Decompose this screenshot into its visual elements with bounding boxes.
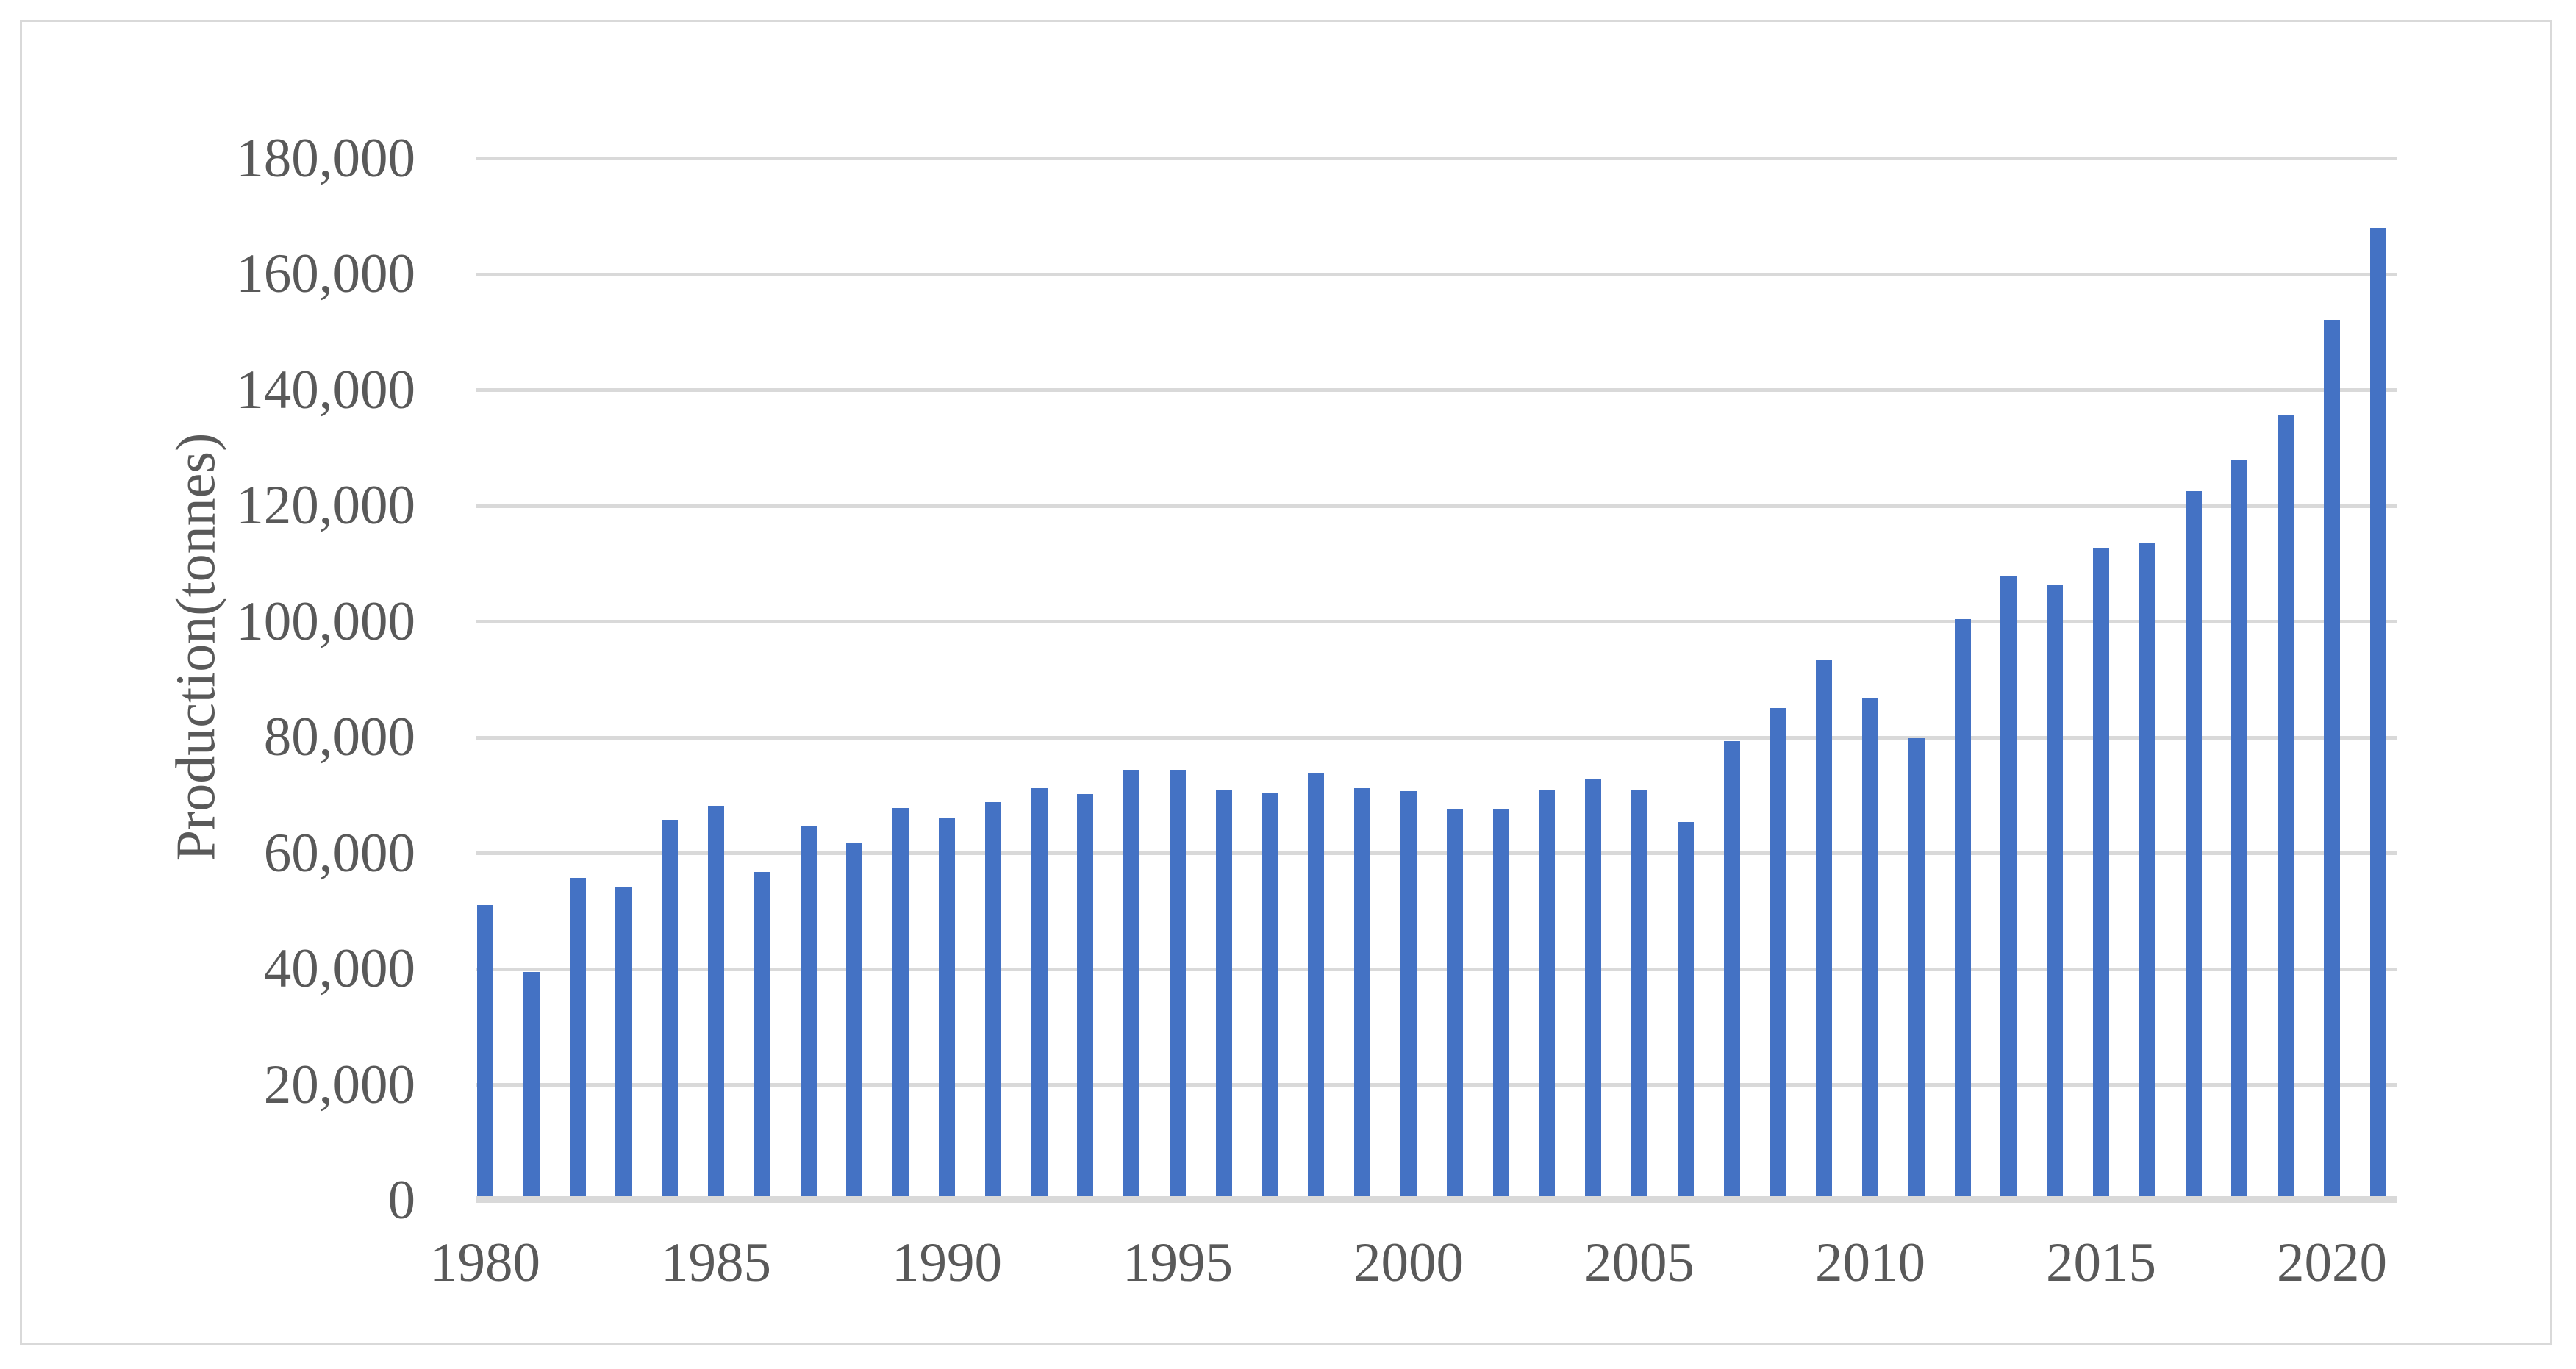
y-tick-label-100000: 100,000: [236, 591, 415, 652]
x-tick-label-1985: 1985: [661, 1232, 771, 1293]
y-tick-label-60000: 60,000: [263, 823, 415, 884]
x-tick-label-1995: 1995: [1123, 1232, 1233, 1293]
bar-2017: [2186, 491, 2202, 1203]
bar-1999: [1354, 788, 1370, 1203]
bar-2003: [1539, 790, 1555, 1203]
bar-2007: [1724, 741, 1740, 1203]
x-tick-label-2000: 2000: [1353, 1232, 1464, 1293]
bar-1991: [985, 802, 1001, 1203]
gridline-100000: [476, 620, 2397, 623]
bar-2009: [1816, 660, 1832, 1203]
bar-1983: [615, 887, 632, 1203]
bar-1985: [708, 806, 724, 1203]
bar-1988: [846, 843, 862, 1203]
bar-2001: [1447, 809, 1463, 1203]
y-tick-label-20000: 20,000: [263, 1054, 415, 1115]
bar-1994: [1123, 770, 1139, 1203]
bar-2014: [2047, 585, 2063, 1203]
bar-2004: [1585, 779, 1601, 1203]
bar-2008: [1770, 708, 1786, 1203]
bar-1990: [939, 818, 955, 1203]
gridline-120000: [476, 504, 2397, 508]
gridline-60000: [476, 851, 2397, 855]
bar-1982: [570, 878, 586, 1203]
y-tick-label-0: 0: [387, 1170, 416, 1231]
x-tick-label-2005: 2005: [1584, 1232, 1695, 1293]
bar-2020: [2324, 320, 2340, 1203]
bar-1987: [801, 826, 817, 1203]
bar-2005: [1631, 790, 1647, 1203]
bar-2019: [2278, 415, 2294, 1203]
y-tick-label-140000: 140,000: [236, 360, 415, 421]
bar-2016: [2139, 543, 2155, 1203]
gridline-140000: [476, 388, 2397, 392]
bar-2012: [1955, 619, 1971, 1203]
bar-1993: [1077, 794, 1093, 1203]
bar-2010: [1862, 698, 1878, 1203]
x-tick-label-2020: 2020: [2277, 1232, 2387, 1293]
bar-1986: [754, 872, 770, 1203]
y-tick-label-40000: 40,000: [263, 938, 415, 999]
bar-2015: [2093, 548, 2109, 1203]
gridline-40000: [476, 968, 2397, 971]
bar-1995: [1170, 770, 1186, 1203]
x-tick-label-2010: 2010: [1815, 1232, 1925, 1293]
y-tick-label-180000: 180,000: [236, 128, 415, 189]
x-tick-label-1980: 1980: [430, 1232, 540, 1293]
y-tick-label-120000: 120,000: [236, 475, 415, 536]
bar-1980: [477, 905, 493, 1203]
y-tick-label-80000: 80,000: [263, 707, 415, 768]
bar-2000: [1400, 791, 1417, 1203]
x-tick-label-1990: 1990: [892, 1232, 1002, 1293]
bar-1997: [1262, 793, 1278, 1203]
gridline-20000: [476, 1083, 2397, 1087]
bar-2011: [1908, 738, 1925, 1203]
bar-1998: [1308, 773, 1324, 1203]
x-tick-label-2015: 2015: [2046, 1232, 2156, 1293]
bar-2006: [1678, 822, 1694, 1203]
bar-1996: [1216, 790, 1232, 1203]
bar-1989: [892, 808, 909, 1203]
gridline-180000: [476, 157, 2397, 160]
bar-2021: [2370, 228, 2386, 1203]
bar-1984: [662, 820, 678, 1203]
y-tick-label-160000: 160,000: [236, 243, 415, 304]
bar-2013: [2000, 576, 2017, 1203]
x-axis-line: [476, 1196, 2397, 1203]
bar-1992: [1031, 788, 1048, 1203]
bar-1981: [523, 972, 540, 1203]
gridline-160000: [476, 273, 2397, 276]
gridline-80000: [476, 736, 2397, 740]
chart-frame: [20, 20, 2552, 1345]
bar-2018: [2231, 460, 2247, 1203]
bar-2002: [1493, 809, 1509, 1203]
